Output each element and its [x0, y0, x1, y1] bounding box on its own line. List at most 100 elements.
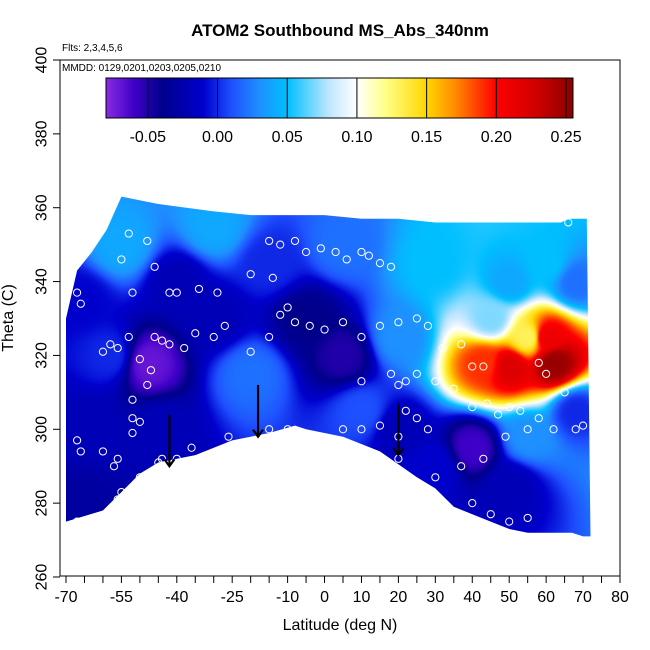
sample-point — [128, 428, 137, 438]
sample-point — [143, 380, 152, 390]
sample-point — [412, 414, 421, 423]
sample-point — [301, 247, 311, 257]
sample-point — [486, 510, 495, 519]
sample-point — [316, 244, 325, 253]
sample-point — [283, 303, 292, 312]
sample-point — [468, 499, 477, 508]
dates-note: MMDD: 0129,0201,0203,0205,0210 — [62, 63, 221, 74]
x-axis: -70 -55 -40 -25 -10 0 10 20 30 40 50 60 70 80 — [54, 576, 629, 606]
sample-point — [128, 395, 137, 404]
sample-point — [172, 454, 181, 463]
sample-point — [431, 473, 440, 482]
x-tick-label: 40 — [463, 589, 481, 606]
sample-point — [98, 347, 108, 356]
sample-point — [98, 447, 108, 456]
sample-point — [375, 421, 385, 430]
sample-point — [283, 454, 292, 463]
sample-point — [117, 487, 126, 497]
sample-point — [157, 336, 167, 345]
sample-point — [113, 343, 122, 353]
sample-point — [457, 340, 466, 349]
sample-point — [76, 447, 85, 456]
sample-point — [194, 284, 204, 294]
sample-point — [423, 321, 433, 330]
sample-point — [143, 236, 152, 246]
sample-point — [423, 425, 433, 434]
heatmap-field — [66, 196, 591, 537]
sample-point — [549, 425, 558, 434]
sample-point — [479, 362, 488, 371]
sample-point — [457, 462, 466, 471]
sample-point — [180, 343, 189, 353]
sample-point — [113, 454, 122, 463]
sample-point — [124, 229, 133, 238]
sample-point — [124, 332, 133, 342]
colorbar-tick-label: 0.00 — [202, 129, 233, 146]
colorbar-tick-label: 0.20 — [481, 129, 512, 146]
sample-point — [401, 406, 410, 415]
y-tick-label: 400 — [34, 47, 51, 74]
sample-point — [305, 321, 314, 330]
x-tick-label: -10 — [276, 589, 299, 606]
sample-point — [72, 436, 82, 445]
sample-point — [117, 255, 126, 264]
colorbar-tick-label: -0.05 — [130, 129, 167, 146]
arrow-marker — [163, 414, 176, 469]
y-axis: 260 280 300 320 340 360 380 400 — [34, 47, 60, 590]
y-axis-label: Theta (C) — [0, 284, 17, 352]
sample-point — [534, 414, 543, 423]
y-tick-label: 280 — [34, 490, 51, 517]
x-tick-label: 20 — [390, 589, 408, 606]
sample-point — [265, 425, 274, 434]
x-tick-label: -25 — [221, 589, 244, 606]
sample-point — [542, 369, 551, 378]
sample-point — [534, 358, 543, 367]
colorbar-tick-label: 0.15 — [411, 129, 442, 146]
y-tick-label: 360 — [34, 194, 51, 221]
x-axis-label: Latitude (deg N) — [283, 617, 398, 634]
sample-point — [146, 366, 156, 375]
sample-point — [564, 218, 573, 227]
sample-point — [482, 399, 492, 408]
sample-point — [150, 262, 159, 271]
sample-point — [394, 318, 403, 327]
sample-point — [375, 321, 385, 330]
sample-point — [128, 414, 137, 423]
sample-point — [265, 236, 274, 246]
sample-point — [113, 495, 122, 504]
sample-point — [224, 432, 233, 441]
sample-point — [494, 410, 503, 419]
sample-point — [412, 369, 421, 378]
chart-title: ATOM2 Southbound MS_Abs_340nm — [191, 21, 489, 40]
colorbar: -0.05 0.00 0.05 0.10 0.15 0.20 0.25 — [105, 77, 582, 146]
x-tick-label: 30 — [426, 589, 444, 606]
x-tick-label: 0 — [320, 589, 329, 606]
sample-point — [187, 443, 196, 452]
sample-point — [505, 403, 514, 412]
sample-point — [209, 332, 218, 342]
sample-point — [246, 270, 255, 279]
sample-points — [72, 218, 588, 526]
x-tick-label: -55 — [110, 589, 133, 606]
sample-point — [72, 517, 82, 526]
colorbar-tick-label: 0.25 — [550, 129, 581, 146]
sample-point — [283, 425, 292, 434]
arrows — [163, 384, 405, 469]
sample-point — [72, 288, 82, 297]
x-tick-label: 10 — [353, 589, 371, 606]
x-tick-label: 60 — [537, 589, 555, 606]
sample-point — [505, 517, 514, 526]
sample-point — [401, 377, 410, 386]
sample-point — [468, 362, 477, 371]
arrow-marker — [252, 384, 264, 439]
sample-point — [331, 247, 340, 257]
plot-frame — [59, 59, 621, 577]
sample-point — [357, 377, 366, 386]
sample-point — [338, 425, 348, 434]
sample-point — [338, 318, 348, 327]
sample-point — [375, 259, 385, 268]
sample-point — [320, 325, 329, 334]
y-tick-label: 300 — [34, 416, 51, 443]
sample-point — [357, 425, 366, 434]
